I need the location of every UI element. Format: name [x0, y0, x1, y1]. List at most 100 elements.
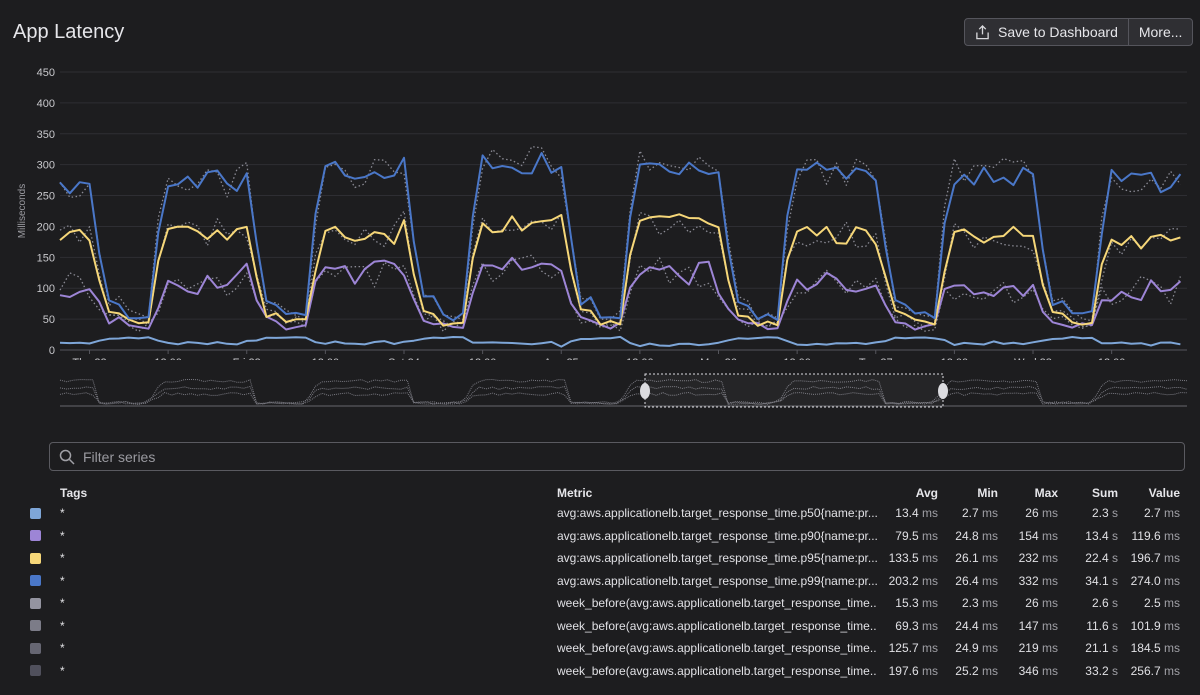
row-value: 256.7 ms [1131, 664, 1180, 678]
row-avg-number: 203.2 [888, 573, 919, 588]
table-row[interactable]: * avg:aws.applicationelb.target_response_… [0, 525, 1200, 548]
filter-series-input[interactable] [83, 448, 983, 465]
row-value-unit: ms [1164, 596, 1180, 611]
x-tick-label: 12:00 [154, 357, 182, 360]
row-sum-unit: s [1112, 618, 1118, 633]
row-min-unit: ms [982, 641, 998, 656]
row-sum-number: 2.3 [1091, 506, 1109, 521]
row-avg-number: 15.3 [895, 596, 919, 611]
row-tag: * [60, 551, 65, 566]
table-row[interactable]: * avg:aws.applicationelb.target_response_… [0, 570, 1200, 593]
series-line-p50 [59, 335, 1181, 348]
row-metric: week_before(avg:aws.applicationelb.targe… [557, 641, 877, 656]
row-value: 101.9 ms [1131, 619, 1180, 633]
y-tick-label: 450 [37, 67, 55, 79]
row-max: 346 ms [1019, 664, 1058, 678]
x-tick-label: Mon 26 [700, 357, 737, 360]
row-sum: 33.2 s [1085, 664, 1118, 678]
series-color-swatch[interactable] [30, 507, 41, 519]
row-value-number: 2.5 [1143, 596, 1161, 611]
row-avg-number: 133.5 [888, 551, 919, 566]
row-metric: avg:aws.applicationelb.target_response_t… [557, 573, 877, 588]
navigator-svg[interactable] [0, 373, 1200, 411]
row-value: 196.7 ms [1131, 551, 1180, 565]
page-title: App Latency [13, 21, 125, 43]
row-tag: * [60, 663, 65, 678]
row-max: 147 ms [1019, 619, 1058, 633]
x-tick-label: 12:00 [941, 357, 969, 360]
row-avg: 69.3 ms [895, 619, 938, 633]
row-min-number: 24.4 [955, 618, 979, 633]
series-color-swatch[interactable] [30, 620, 41, 632]
row-sum-number: 22.4 [1085, 551, 1109, 566]
table-row[interactable]: * week_before(avg:aws.applicationelb.targ… [0, 592, 1200, 615]
x-tick-label: Wed 28 [1014, 357, 1052, 360]
header-value[interactable]: Value [1148, 486, 1180, 500]
table-row[interactable]: * avg:aws.applicationelb.target_response_… [0, 502, 1200, 525]
row-max-unit: ms [1042, 641, 1058, 656]
navigator-handle-right[interactable] [938, 383, 948, 399]
navigator-trace [59, 391, 1188, 406]
row-min-unit: ms [982, 506, 998, 521]
row-metric: avg:aws.applicationelb.target_response_t… [557, 506, 877, 521]
row-max-number: 346 [1018, 663, 1039, 678]
table-row[interactable]: * week_before(avg:aws.applicationelb.targ… [0, 615, 1200, 638]
header-avg[interactable]: Avg [915, 486, 938, 500]
more-button[interactable]: More... [1127, 19, 1193, 45]
header-metric[interactable]: Metric [557, 486, 593, 500]
y-tick-label: 200 [37, 221, 55, 233]
series-color-swatch[interactable] [30, 665, 41, 677]
row-min-number: 26.4 [955, 573, 979, 588]
row-value-number: 119.6 [1131, 528, 1161, 543]
series-color-swatch[interactable] [30, 552, 41, 564]
row-tag: * [60, 528, 65, 543]
row-max-number: 26 [1025, 596, 1039, 611]
filter-series-field[interactable] [49, 442, 1185, 471]
row-avg-number: 197.6 [888, 663, 919, 678]
x-tick-label: 12:00 [626, 357, 654, 360]
series-color-swatch[interactable] [30, 642, 41, 654]
save-to-dashboard-button[interactable]: Save to Dashboard [965, 19, 1128, 45]
series-table: Tags Metric Avg Min Max Sum Value * avg:a… [0, 484, 1200, 682]
row-min-number: 24.9 [955, 641, 979, 656]
row-sum-unit: s [1112, 528, 1118, 543]
y-tick-label: 400 [37, 98, 55, 110]
row-max-unit: ms [1042, 573, 1058, 588]
row-tag: * [60, 641, 65, 656]
header-min[interactable]: Min [977, 486, 998, 500]
table-row[interactable]: * week_before(avg:aws.applicationelb.targ… [0, 660, 1200, 683]
row-min-number: 24.8 [955, 528, 979, 543]
row-tag: * [60, 573, 65, 588]
series-color-swatch[interactable] [30, 575, 41, 587]
row-avg: 13.4 ms [895, 506, 938, 520]
navigator-trace [59, 378, 1188, 406]
header-max[interactable]: Max [1034, 486, 1058, 500]
chart-svg[interactable]: 0 50 100 150 200 250 300 350 400 450 Milliseconds T… [0, 60, 1200, 360]
row-value-number: 2.7 [1143, 506, 1161, 521]
row-value-unit: ms [1164, 573, 1180, 588]
series-color-swatch[interactable] [30, 597, 41, 609]
x-tick-label: Fri 23 [233, 357, 261, 360]
table-row[interactable]: * avg:aws.applicationelb.target_response_… [0, 547, 1200, 570]
table-row[interactable]: * week_before(avg:aws.applicationelb.targ… [0, 637, 1200, 660]
series-line-week_before-p90 [59, 254, 1182, 333]
row-sum: 2.6 s [1092, 596, 1118, 610]
row-value-unit: ms [1164, 641, 1180, 656]
row-value-number: 101.9 [1130, 618, 1161, 633]
row-sum-number: 34.1 [1085, 573, 1109, 588]
row-max: 26 ms [1025, 506, 1058, 520]
header-tags[interactable]: Tags [60, 486, 88, 500]
series-color-swatch[interactable] [30, 530, 41, 542]
row-min-unit: ms [982, 551, 998, 566]
row-avg-number: 69.3 [895, 618, 919, 633]
row-sum: 21.1 s [1085, 641, 1118, 655]
row-value-unit: ms [1164, 551, 1180, 566]
y-tick-label: 300 [37, 160, 55, 172]
y-tick-label: 50 [43, 314, 55, 326]
row-max: 332 ms [1019, 574, 1058, 588]
navigator-handle-left[interactable] [640, 383, 650, 399]
timeline-navigator[interactable] [0, 373, 1200, 411]
y-tick-label: 100 [37, 283, 55, 295]
latency-chart[interactable]: 0 50 100 150 200 250 300 350 400 450 Milliseconds T… [0, 60, 1200, 360]
header-sum[interactable]: Sum [1091, 486, 1118, 500]
